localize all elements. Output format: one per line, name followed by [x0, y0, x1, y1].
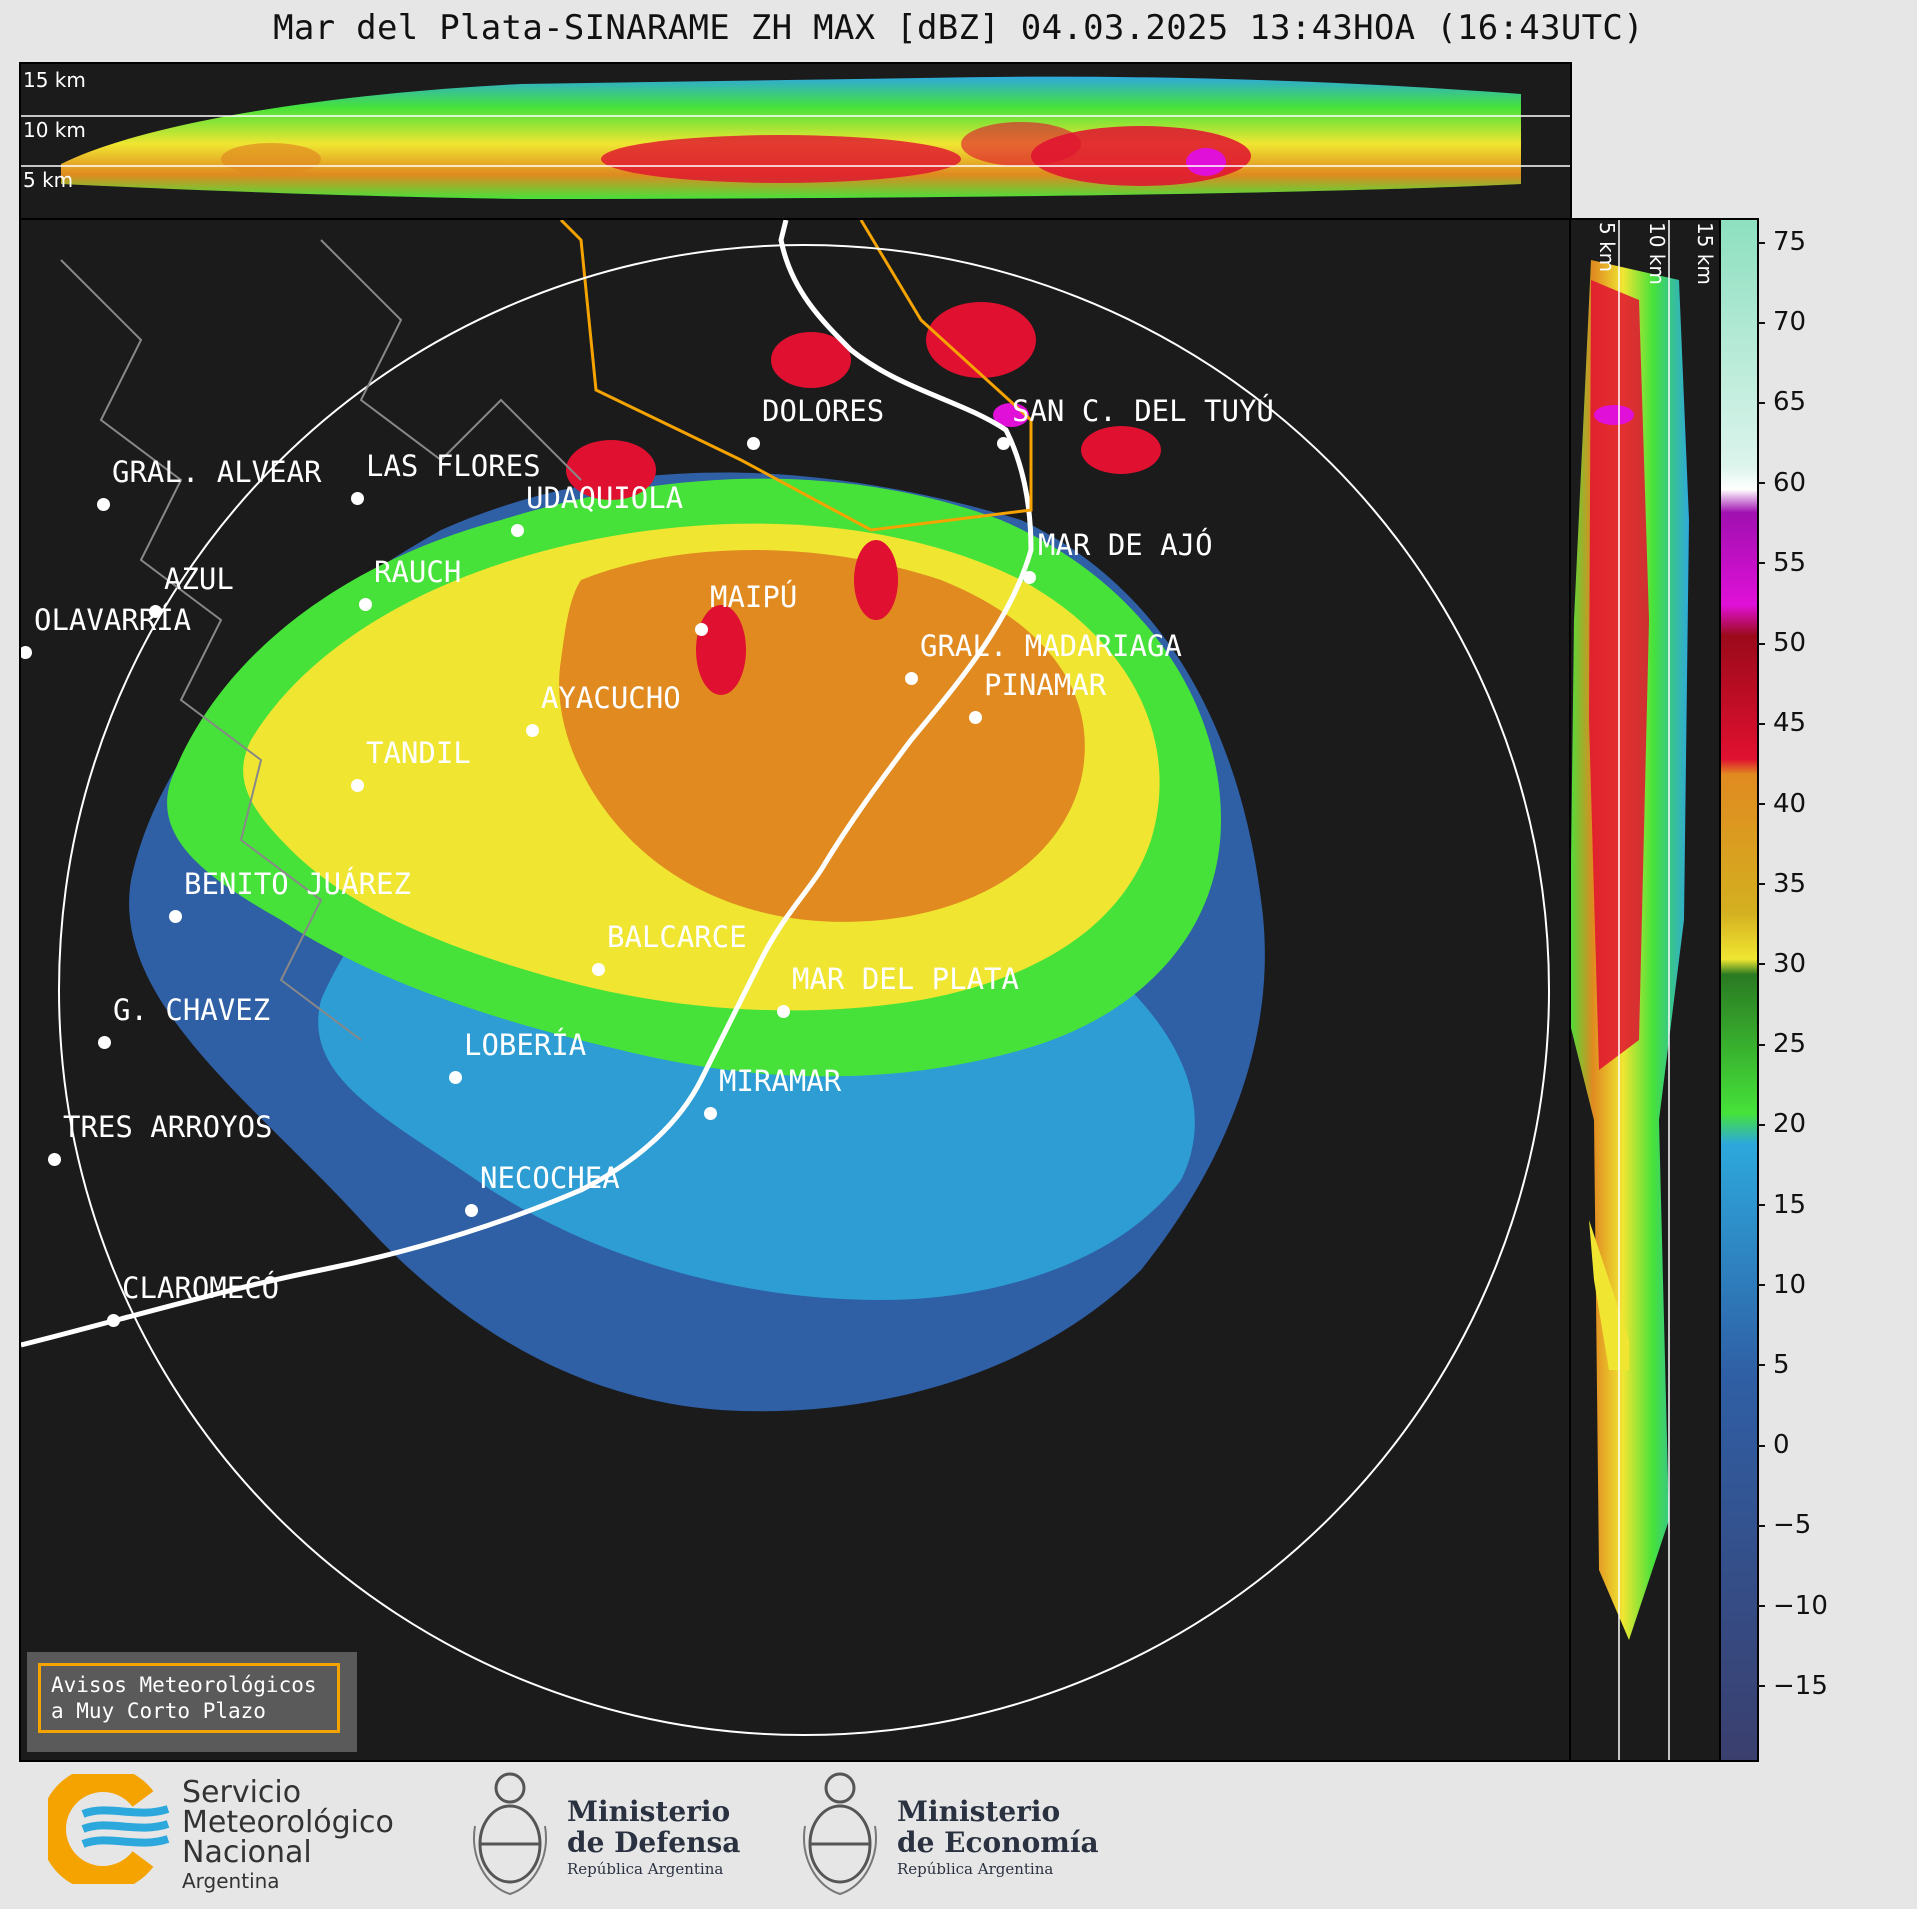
colorbar-tick-label: 70: [1757, 307, 1857, 337]
top-height-label-15km: 15 km: [23, 68, 86, 92]
colorbar-tick-label: 55: [1757, 548, 1857, 578]
radar-map: GRAL. ALVEAR LAS FLORES DOLORES SAN C. D…: [19, 218, 1571, 1762]
coat-of-arms-economia-icon: [803, 1772, 877, 1896]
smn-country: Argentina: [182, 1869, 280, 1893]
colorbar-tick-label: 75: [1757, 227, 1857, 257]
colorbar-tick-label: 10: [1757, 1270, 1857, 1300]
smn-name: Servicio Meteorológico Nacional Argentin…: [182, 1778, 394, 1894]
coat-of-arms-defensa-icon: [473, 1772, 547, 1896]
ministerio-defensa-text: Ministerio de Defensa República Argentin…: [567, 1796, 740, 1880]
smn-line-2: Meteorológico: [182, 1805, 394, 1840]
colorbar-tick-label: −10: [1757, 1591, 1857, 1621]
smn-logo-icon: [48, 1774, 170, 1884]
top-height-label-10km: 10 km: [23, 118, 86, 142]
colorbar-tick-label: 15: [1757, 1190, 1857, 1220]
colorbar-tick-label: −15: [1757, 1671, 1857, 1701]
defensa-line-2: de Defensa: [567, 1826, 741, 1859]
right-cross-section-echo: [1569, 220, 1689, 1760]
colorbar-tick-label: 60: [1757, 468, 1857, 498]
top-cross-section-echo: [21, 76, 1570, 199]
top-height-label-5km: 5 km: [23, 168, 74, 192]
radar-echo-layer: [21, 220, 1550, 1736]
smn-line-1: Servicio: [182, 1775, 302, 1810]
defensa-sub: República Argentina: [567, 1860, 724, 1878]
economia-line-1: Ministerio: [897, 1795, 1061, 1828]
right-height-label-5km: 5 km: [1595, 222, 1619, 273]
footer-logos: Servicio Meteorológico Nacional Argentin…: [0, 1760, 1917, 1909]
colorbar-tick-label: 40: [1757, 789, 1857, 819]
map-title: Mar del Plata-SINARAME ZH MAX [dBZ] 04.0…: [273, 8, 1644, 48]
economia-line-2: de Economía: [897, 1826, 1099, 1859]
colorbar: [1719, 218, 1759, 1762]
colorbar-tick-label: 65: [1757, 387, 1857, 417]
avisos-box: Avisos Meteorológicos a Muy Corto Plazo: [27, 1652, 357, 1752]
colorbar-tick-label: 20: [1757, 1109, 1857, 1139]
top-cross-section-panel: 15 km 10 km 5 km: [19, 62, 1572, 220]
right-cross-section-panel: 5 km 10 km 15 km: [1567, 218, 1723, 1762]
avisos-frame: Avisos Meteorológicos a Muy Corto Plazo: [38, 1663, 340, 1733]
colorbar-tick-label: 0: [1757, 1430, 1857, 1460]
colorbar-tick-label: 30: [1757, 949, 1857, 979]
colorbar-tick-label: 45: [1757, 708, 1857, 738]
colorbar-tick-label: 5: [1757, 1350, 1857, 1380]
colorbar-tick-label: 50: [1757, 628, 1857, 658]
defensa-line-1: Ministerio: [567, 1795, 731, 1828]
smn-line-3: Nacional: [182, 1835, 312, 1870]
ministerio-economia-text: Ministerio de Economía República Argenti…: [897, 1796, 1099, 1880]
right-height-label-10km: 10 km: [1645, 222, 1669, 285]
colorbar-gradient: [1721, 220, 1757, 1760]
colorbar-tick-label: −5: [1757, 1510, 1857, 1540]
avisos-line-2: a Muy Corto Plazo: [51, 1699, 266, 1723]
colorbar-tick-label: 25: [1757, 1029, 1857, 1059]
economia-sub: República Argentina: [897, 1860, 1054, 1878]
colorbar-ticks: 75 70 65 60 55 50 45 40 35 30 25 20 15 10 5 0 −5 −10 −15: [1757, 218, 1907, 1758]
colorbar-tick-label: 35: [1757, 869, 1857, 899]
right-height-label-15km: 15 km: [1693, 222, 1717, 285]
avisos-line-1: Avisos Meteorológicos: [51, 1673, 317, 1697]
